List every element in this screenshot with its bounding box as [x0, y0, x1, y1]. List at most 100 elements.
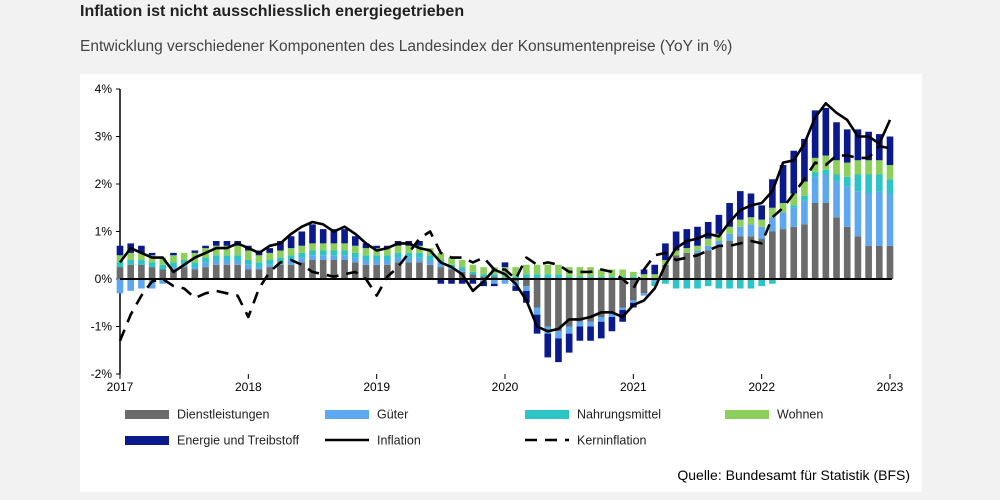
bar-segment	[362, 260, 370, 265]
bar-segment	[180, 252, 188, 260]
x-tick-label: 2019	[363, 380, 390, 394]
bar-segment	[801, 195, 808, 201]
y-tick-label: 0%	[95, 272, 113, 286]
bar-segment	[384, 264, 391, 279]
bar-segment	[277, 241, 284, 251]
bar-segment	[341, 250, 348, 256]
bar-segment	[715, 241, 723, 246]
bar-segment	[822, 174, 830, 203]
bar-segment	[651, 281, 659, 287]
bar-segment	[384, 248, 391, 256]
bar-segment	[245, 269, 252, 279]
bar-segment	[351, 252, 359, 258]
bar-segment	[736, 279, 744, 289]
bar-segment	[319, 243, 327, 251]
bar-segment	[437, 267, 445, 279]
bar-segment	[405, 257, 413, 263]
bar-segment	[212, 264, 220, 279]
bar-segment	[373, 264, 380, 279]
bar-segment	[779, 229, 787, 279]
bar-segment	[833, 174, 840, 182]
legend-swatch	[125, 436, 169, 445]
bar-segment	[330, 260, 338, 279]
bar-segment	[191, 269, 199, 279]
bar-segment	[405, 252, 413, 258]
bar-segment	[309, 243, 316, 251]
bar-segment	[843, 162, 851, 177]
bar-segment	[159, 264, 167, 270]
bar-segment	[416, 262, 423, 279]
bar-segment	[597, 279, 605, 317]
bar-segment	[608, 317, 616, 332]
bar-segment	[640, 269, 648, 275]
bar-segment	[747, 217, 755, 225]
bar-segment	[769, 207, 776, 218]
legend-swatch	[325, 410, 369, 419]
legend-label: Nahrungsmittel	[577, 408, 661, 422]
bar-segment	[694, 252, 701, 279]
bar-segment	[565, 279, 573, 327]
y-tick-label: -2%	[91, 367, 113, 381]
bar-segment	[426, 264, 434, 279]
bar-segment	[394, 262, 402, 279]
bar-segment	[736, 191, 744, 220]
bar-segment	[469, 274, 477, 279]
bar-segment	[651, 264, 659, 275]
bar-segment	[769, 179, 776, 208]
chart-title: Inflation ist nicht ausschliesslich ener…	[80, 3, 465, 20]
bar-segment	[758, 238, 765, 279]
bar-segment	[458, 260, 466, 268]
bar-segment	[394, 245, 402, 253]
bar-segment	[790, 150, 798, 194]
bar-segment	[501, 267, 509, 277]
bar-segment	[490, 276, 498, 279]
bar-segment	[694, 245, 701, 251]
bar-segment	[790, 193, 798, 206]
bar-segment	[138, 260, 145, 265]
bar-segment	[523, 290, 530, 303]
bar-segment	[127, 264, 135, 279]
bar-segment	[469, 264, 477, 272]
bar-segment	[833, 217, 840, 279]
bar-segment	[234, 264, 241, 279]
bar-segment	[469, 279, 477, 284]
bar-segment	[576, 276, 584, 279]
bar-segment	[448, 269, 455, 279]
bar-segment	[287, 260, 295, 265]
bar-segment	[865, 131, 872, 161]
bar-segment	[822, 203, 830, 279]
bar-segment	[138, 245, 145, 253]
bar-segment	[843, 186, 851, 227]
bar-segment	[255, 267, 263, 270]
bar-segment	[736, 236, 744, 279]
bar-segment	[319, 229, 327, 244]
bar-segment	[736, 219, 744, 227]
bar-segment	[683, 248, 691, 253]
bar-segment	[576, 326, 584, 341]
x-tick-label: 2023	[877, 380, 904, 394]
bar-segment	[223, 255, 231, 260]
bar-segment	[212, 245, 220, 256]
bar-segment	[865, 193, 872, 246]
bar-segment	[319, 250, 327, 256]
bar-segment	[266, 252, 274, 260]
bar-segment	[790, 226, 798, 279]
bar-segment	[875, 160, 883, 175]
bar-segment	[501, 262, 509, 268]
bar-segment	[384, 260, 391, 265]
bar-segment	[630, 271, 637, 277]
bar-segment	[619, 307, 626, 310]
bar-segment	[822, 169, 830, 175]
bar-segment	[170, 267, 177, 270]
bar-segment	[651, 279, 659, 282]
bar-segment	[138, 264, 145, 279]
bar-segment	[565, 276, 573, 279]
bar-segment	[843, 129, 851, 163]
bar-segment	[886, 165, 894, 180]
bar-segment	[672, 279, 680, 289]
bar-segment	[533, 307, 541, 315]
bar-segment	[458, 267, 466, 270]
bar-segment	[715, 245, 723, 279]
bar-segment	[811, 110, 819, 158]
bar-segment	[533, 274, 541, 279]
